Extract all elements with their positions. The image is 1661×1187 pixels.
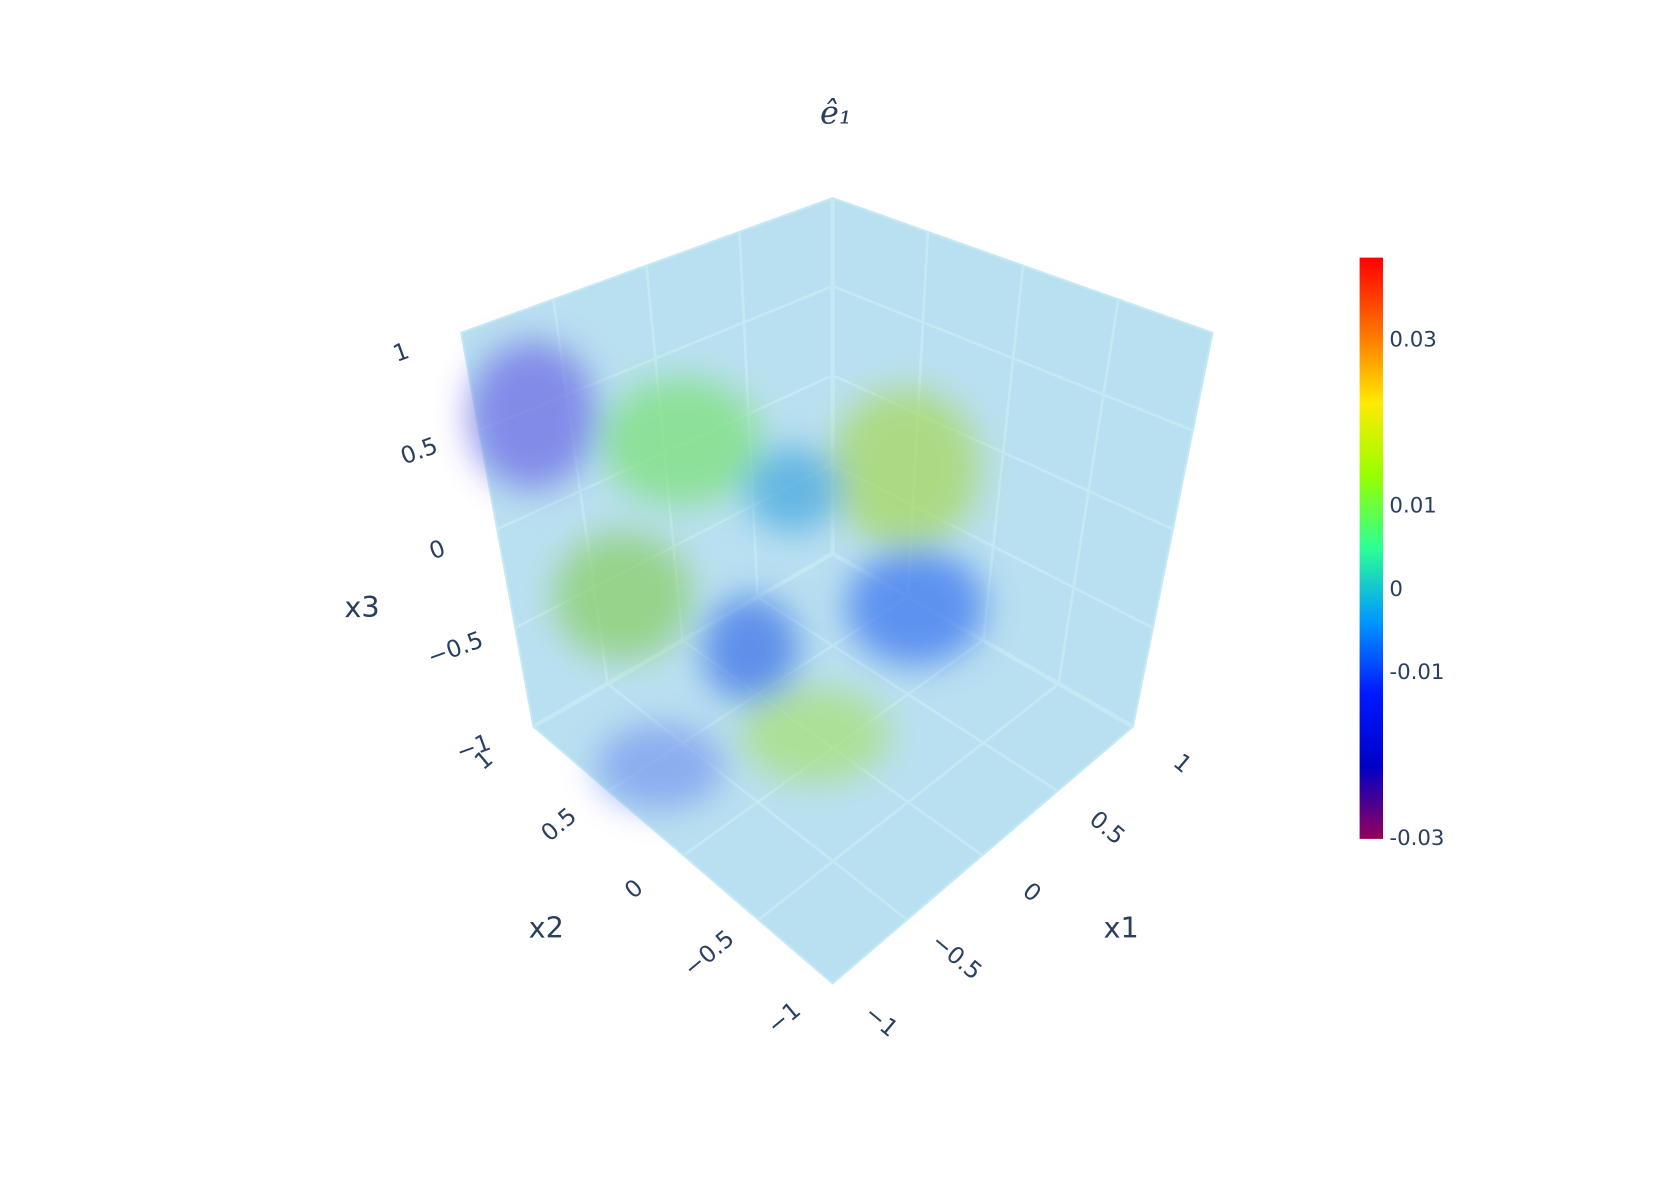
tick-label: 0.5	[397, 431, 442, 470]
colorbar-ticks: -0.03 -0.01 0 0.01 0.03	[1389, 328, 1444, 851]
tick-label: 0	[425, 534, 449, 565]
colorbar-tick-label: -0.01	[1389, 660, 1444, 685]
volume-blob	[553, 532, 693, 661]
volume	[468, 340, 985, 810]
tick-label: −1	[762, 996, 806, 1040]
volume-blob	[702, 596, 799, 703]
volume-blob	[846, 548, 985, 666]
volume-blob	[830, 388, 980, 549]
tick-label: −0.5	[678, 924, 740, 982]
axis-title: x3	[344, 590, 379, 624]
tick-label: 0	[1017, 877, 1046, 908]
tick-label: −1	[859, 999, 903, 1043]
axis-title: x2	[529, 910, 564, 944]
chart-title: ê₁	[820, 93, 852, 131]
volume-blob	[745, 447, 842, 533]
colorbar	[1359, 257, 1384, 839]
tick-label: −0.5	[926, 927, 988, 985]
tick-label: 1	[389, 336, 413, 367]
axis-title: x1	[1103, 910, 1138, 944]
colorbar-tick-label: 0.03	[1389, 328, 1436, 353]
colorbar-tick-label: 0	[1389, 577, 1403, 602]
tick-label: 0.5	[1084, 805, 1131, 850]
tick-label: 1	[1168, 748, 1197, 779]
tick-label: −0.5	[424, 625, 487, 671]
colorbar-tick-label: -0.03	[1389, 826, 1444, 851]
colorbar-tick-label: 0.01	[1389, 494, 1436, 519]
volume-blob	[740, 686, 890, 783]
volume-blob	[601, 377, 762, 506]
tick-label: 0	[619, 873, 648, 904]
volume-blob	[596, 723, 725, 810]
tick-label: 0.5	[535, 802, 582, 847]
volume-blob	[468, 340, 597, 490]
